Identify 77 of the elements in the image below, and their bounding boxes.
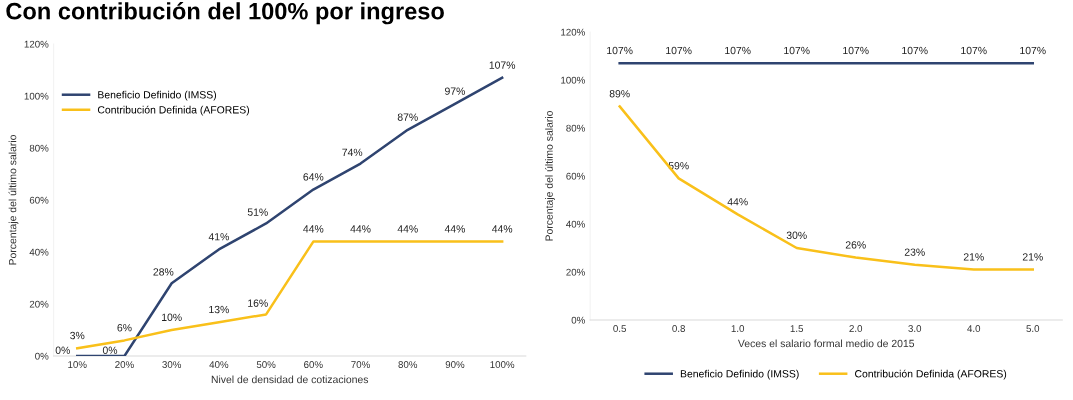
- data-label: 41%: [208, 233, 229, 241]
- data-label: 107%: [1020, 46, 1046, 55]
- chart-title: Con contribución del 100% por ingreso: [6, 2, 444, 25]
- data-label: 44%: [727, 198, 748, 206]
- legend-label: Beneficio Definido (IMSS): [680, 369, 799, 380]
- y-tick-label: 60%: [566, 172, 585, 180]
- data-label: 16%: [248, 299, 268, 307]
- y-tick-label: 100%: [24, 92, 49, 100]
- data-label: 6%: [117, 324, 132, 332]
- data-label: 44%: [397, 225, 418, 233]
- data-label: 107%: [725, 46, 751, 55]
- x-axis-title: Veces el salario formal medio de 2015: [737, 339, 915, 348]
- data-label: 107%: [607, 46, 633, 55]
- data-label: 44%: [303, 225, 324, 233]
- x-tick-label: 90%: [445, 361, 465, 368]
- y-tick-label: 60%: [29, 196, 49, 204]
- data-label: 44%: [491, 225, 513, 233]
- x-tick-label: 80%: [398, 361, 418, 368]
- x-tick-label: 40%: [209, 361, 229, 368]
- data-label: 107%: [902, 46, 928, 55]
- data-label: 26%: [845, 241, 866, 249]
- data-label: 97%: [445, 87, 466, 95]
- data-label: 21%: [963, 253, 984, 261]
- data-label: 30%: [786, 231, 807, 239]
- y-tick-label: 40%: [566, 220, 585, 228]
- y-axis-title: Porcentaje del último salario: [8, 135, 19, 265]
- y-tick-label: 100%: [561, 76, 585, 84]
- x-tick-label: 2.0: [849, 325, 863, 332]
- data-label: 107%: [961, 46, 987, 55]
- y-tick-label: 0%: [571, 316, 585, 324]
- y-axis-title: Porcentaje del último salario: [545, 111, 555, 241]
- legend-label: Contribución Definida (AFORES): [97, 105, 250, 116]
- data-label: 0%: [102, 346, 118, 354]
- data-label: 107%: [489, 61, 516, 69]
- data-label: 10%: [162, 313, 182, 321]
- y-tick-label: 0%: [35, 352, 49, 360]
- data-label: 44%: [350, 225, 371, 233]
- data-label: 89%: [609, 90, 630, 98]
- x-tick-label: 30%: [162, 361, 182, 368]
- data-label: 59%: [668, 162, 689, 170]
- x-tick-label: 70%: [351, 361, 370, 368]
- y-tick-label: 20%: [29, 300, 49, 308]
- data-label: 51%: [247, 208, 268, 216]
- y-tick-label: 40%: [29, 248, 49, 256]
- data-label: 0%: [55, 346, 70, 354]
- data-label: 107%: [666, 46, 692, 55]
- data-label: 44%: [444, 225, 466, 233]
- data-label: 107%: [843, 46, 869, 55]
- data-label: 13%: [209, 305, 229, 314]
- x-tick-label: 1.5: [790, 325, 804, 332]
- legend-label: Beneficio Definido (IMSS): [98, 90, 217, 101]
- y-tick-label: 120%: [561, 28, 585, 36]
- x-tick-label: 3.0: [908, 325, 922, 332]
- x-tick-label: 20%: [115, 361, 134, 368]
- data-label: 21%: [1022, 253, 1043, 261]
- data-label: 107%: [784, 46, 810, 55]
- data-label: 64%: [303, 173, 324, 181]
- x-tick-label: 0.8: [672, 325, 686, 332]
- data-label: 23%: [904, 248, 925, 256]
- data-label: 74%: [342, 148, 363, 156]
- x-tick-label: 60%: [304, 361, 323, 368]
- x-tick-label: 0.5: [613, 325, 627, 332]
- x-tick-label: 50%: [256, 361, 276, 368]
- y-tick-label: 80%: [566, 124, 585, 132]
- legend-label: Contribución Definida (AFORES): [855, 369, 1007, 380]
- y-tick-label: 20%: [566, 268, 585, 276]
- x-tick-label: 4.0: [967, 325, 981, 332]
- y-tick-label: 120%: [24, 40, 49, 48]
- y-tick-label: 80%: [29, 144, 49, 152]
- data-label: 28%: [153, 268, 174, 276]
- x-tick-label: 5.0: [1026, 325, 1040, 332]
- data-label: 87%: [397, 113, 418, 121]
- x-axis-title: Nivel de densidad de cotizaciones: [211, 375, 369, 384]
- x-tick-label: 1.0: [731, 325, 745, 332]
- x-tick-label: 100%: [490, 361, 515, 368]
- data-label: 3%: [70, 331, 85, 340]
- x-tick-label: 10%: [68, 361, 87, 368]
